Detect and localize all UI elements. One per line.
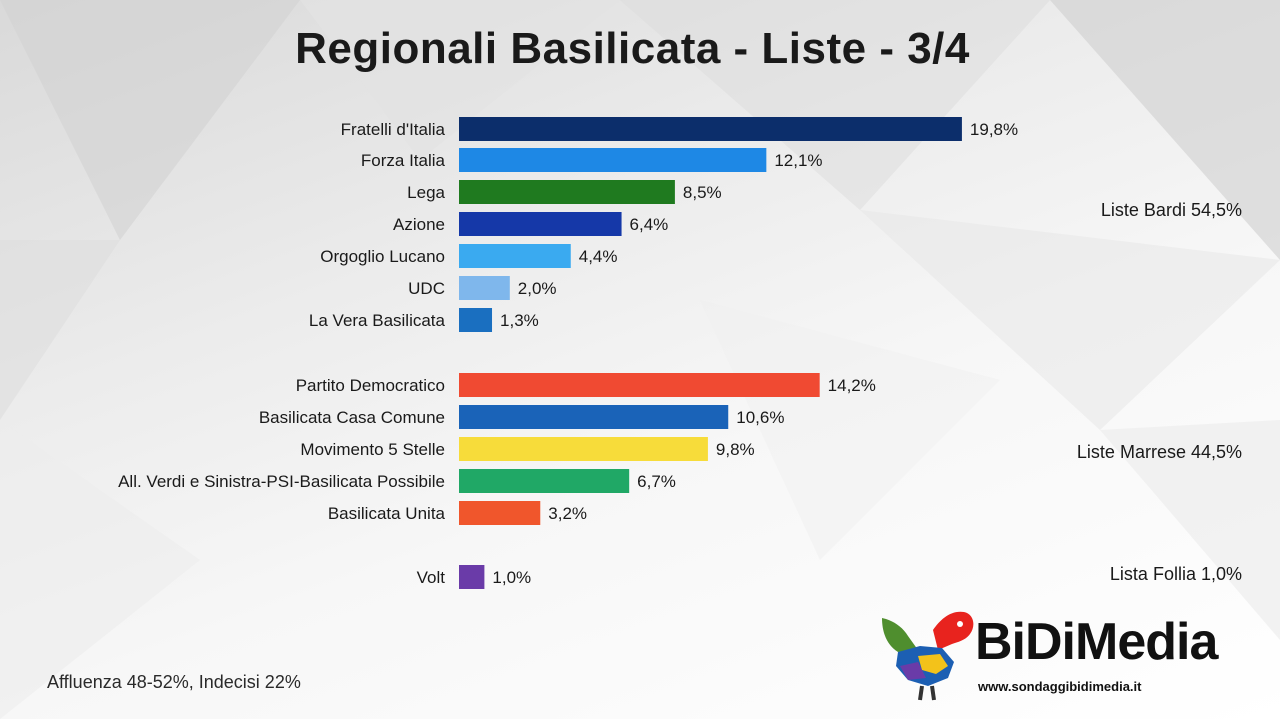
category-label: La Vera Basilicata [309, 311, 446, 330]
bar [459, 212, 622, 236]
category-label: Forza Italia [361, 151, 446, 170]
category-label: All. Verdi e Sinistra-PSI-Basilicata Pos… [118, 472, 445, 491]
bar [459, 469, 630, 493]
category-label: Lega [407, 183, 445, 202]
bar [459, 244, 571, 268]
value-label: 6,4% [630, 215, 669, 234]
bar [459, 117, 962, 141]
bar [459, 437, 708, 461]
footer-note: Affluenza 48-52%, Indecisi 22% [47, 672, 301, 692]
category-label: Volt [417, 568, 446, 587]
bar [459, 276, 510, 300]
value-label: 19,8% [970, 120, 1018, 139]
chart-title: Regionali Basilicata - Liste - 3/4 [295, 24, 970, 73]
value-label: 4,4% [579, 247, 618, 266]
bar [459, 405, 729, 429]
value-label: 10,6% [736, 408, 784, 427]
category-label: Partito Democratico [296, 376, 445, 395]
category-label: Orgoglio Lucano [320, 247, 445, 266]
value-label: 12,1% [774, 151, 822, 170]
category-label: Basilicata Casa Comune [259, 408, 445, 427]
value-label: 2,0% [518, 279, 557, 298]
brand-url[interactable]: www.sondaggibidimedia.it [978, 679, 1142, 694]
bar [459, 501, 541, 525]
bar [459, 308, 493, 332]
value-label: 6,7% [637, 472, 676, 491]
value-label: 1,0% [492, 568, 531, 587]
bar [459, 565, 485, 589]
bar [459, 373, 820, 397]
category-label: UDC [408, 279, 445, 298]
value-label: 14,2% [828, 376, 876, 395]
brand-logo-text: BiDiMedia [975, 613, 1218, 671]
category-label: Azione [393, 215, 445, 234]
bar [459, 148, 767, 172]
rooster-logo-icon [882, 611, 974, 701]
value-label: 1,3% [500, 311, 539, 330]
bar [459, 180, 675, 204]
value-label: 9,8% [716, 440, 755, 459]
value-label: 8,5% [683, 183, 722, 202]
category-label: Movimento 5 Stelle [300, 440, 445, 459]
group-label: Lista Follia 1,0% [1109, 564, 1242, 584]
value-label: 3,2% [548, 504, 587, 523]
group-label: Liste Marrese 44,5% [1076, 442, 1242, 462]
category-label: Fratelli d'Italia [341, 120, 446, 139]
category-label: Basilicata Unita [328, 504, 446, 523]
group-label: Liste Bardi 54,5% [1100, 200, 1242, 220]
